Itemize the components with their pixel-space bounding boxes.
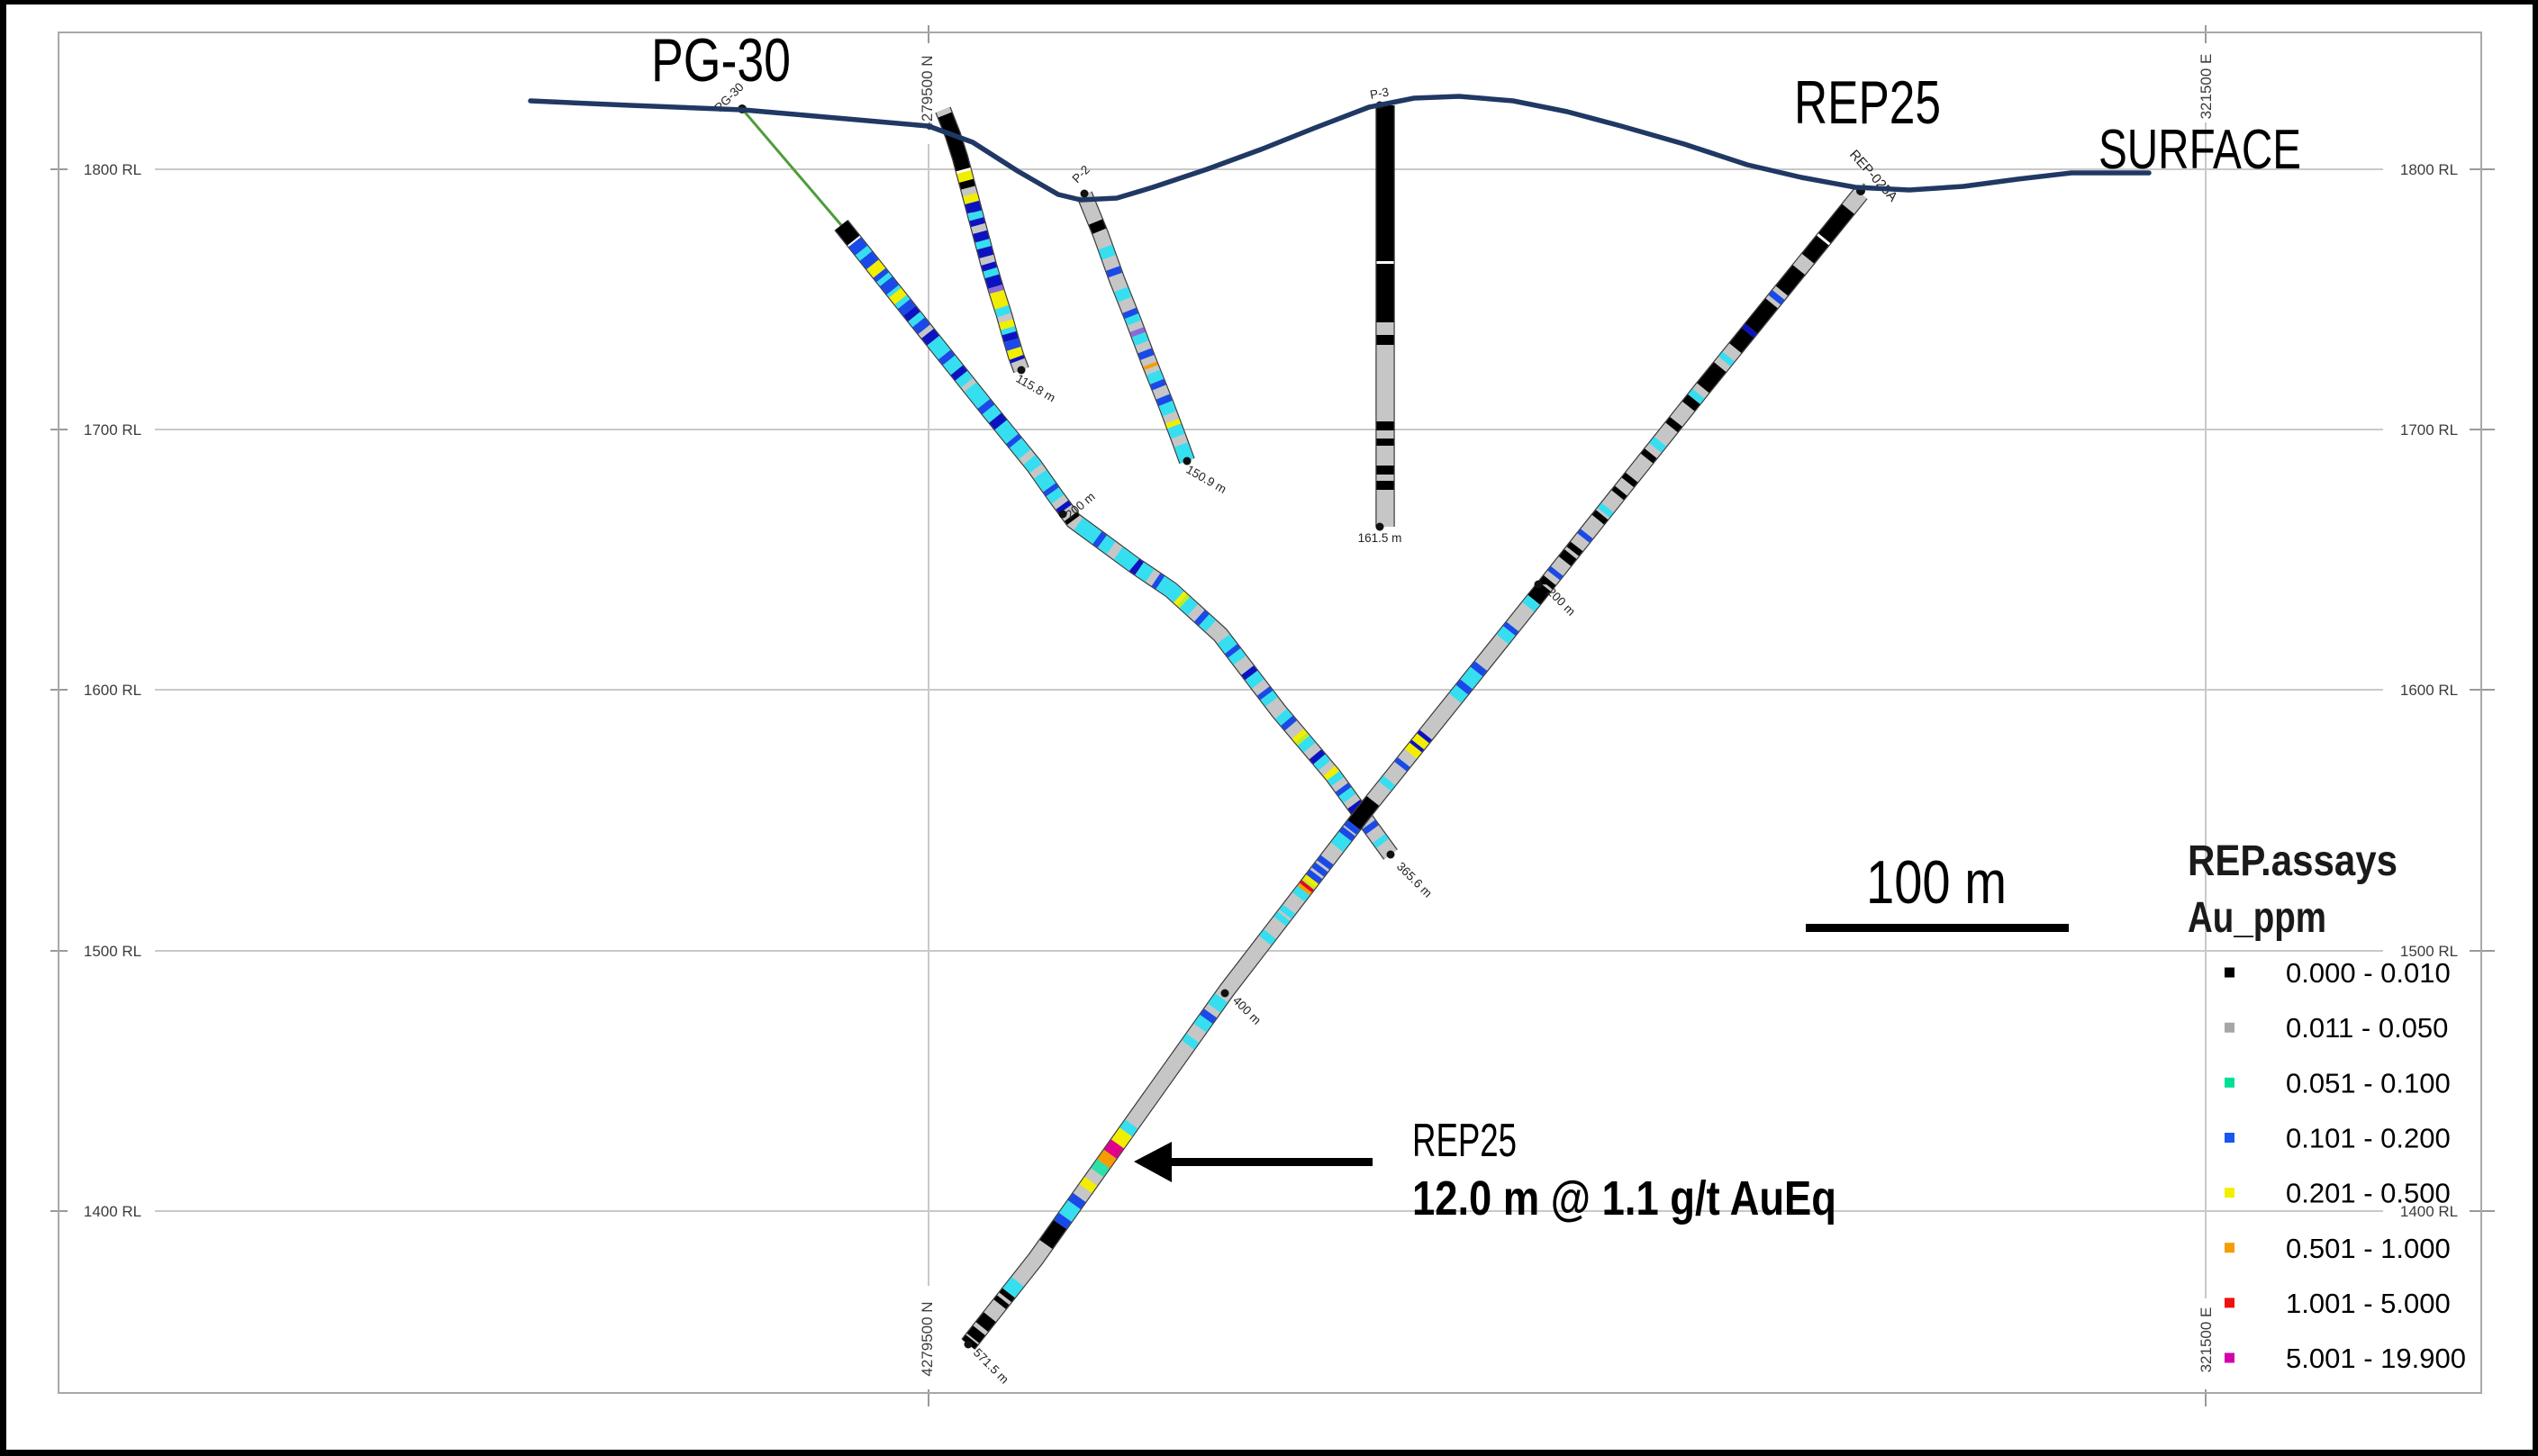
svg-text:4279500 N: 4279500 N — [919, 1301, 936, 1376]
svg-text:Au_ppm: Au_ppm — [2188, 894, 2326, 942]
svg-text:1400 RL: 1400 RL — [84, 1203, 141, 1220]
svg-text:REP25: REP25 — [1794, 68, 1941, 137]
svg-text:161.5 m: 161.5 m — [1358, 531, 1402, 545]
svg-text:0.000 - 0.010: 0.000 - 0.010 — [2286, 957, 2451, 989]
svg-text:REP.assays: REP.assays — [2188, 837, 2398, 885]
svg-text:5.001 - 19.900: 5.001 - 19.900 — [2286, 1343, 2466, 1374]
svg-text:1500 RL: 1500 RL — [84, 943, 141, 960]
svg-text:1.001 - 5.000: 1.001 - 5.000 — [2286, 1288, 2451, 1319]
svg-text:1700 RL: 1700 RL — [84, 421, 141, 439]
svg-text:4279500 N: 4279500 N — [919, 55, 936, 130]
svg-text:1800 RL: 1800 RL — [2400, 161, 2458, 178]
svg-text:321500 E: 321500 E — [2198, 1307, 2215, 1373]
svg-text:1400 RL: 1400 RL — [2400, 1203, 2458, 1220]
svg-text:1500 RL: 1500 RL — [2400, 943, 2458, 960]
svg-text:12.0 m @ 1.1 g/t AuEq: 12.0 m @ 1.1 g/t AuEq — [1412, 1171, 1836, 1225]
svg-text:1700 RL: 1700 RL — [2400, 421, 2458, 439]
svg-text:1800 RL: 1800 RL — [84, 161, 141, 178]
svg-text:PG-30: PG-30 — [651, 26, 791, 95]
svg-text:0.051 - 0.100: 0.051 - 0.100 — [2286, 1067, 2451, 1099]
svg-text:0.011 - 0.050: 0.011 - 0.050 — [2286, 1012, 2448, 1044]
svg-text:0.101 - 0.200: 0.101 - 0.200 — [2286, 1123, 2451, 1154]
svg-text:1600 RL: 1600 RL — [2400, 682, 2458, 699]
svg-text:P-3: P-3 — [1369, 86, 1390, 102]
svg-text:1600 RL: 1600 RL — [84, 682, 141, 699]
svg-text:REP25: REP25 — [1412, 1115, 1517, 1167]
svg-text:0.501 - 1.000: 0.501 - 1.000 — [2286, 1233, 2451, 1264]
svg-text:SURFACE: SURFACE — [2098, 119, 2301, 181]
svg-text:0.201 - 0.500: 0.201 - 0.500 — [2286, 1178, 2451, 1209]
svg-text:100 m: 100 m — [1866, 848, 2007, 917]
svg-text:321500 E: 321500 E — [2198, 54, 2215, 120]
